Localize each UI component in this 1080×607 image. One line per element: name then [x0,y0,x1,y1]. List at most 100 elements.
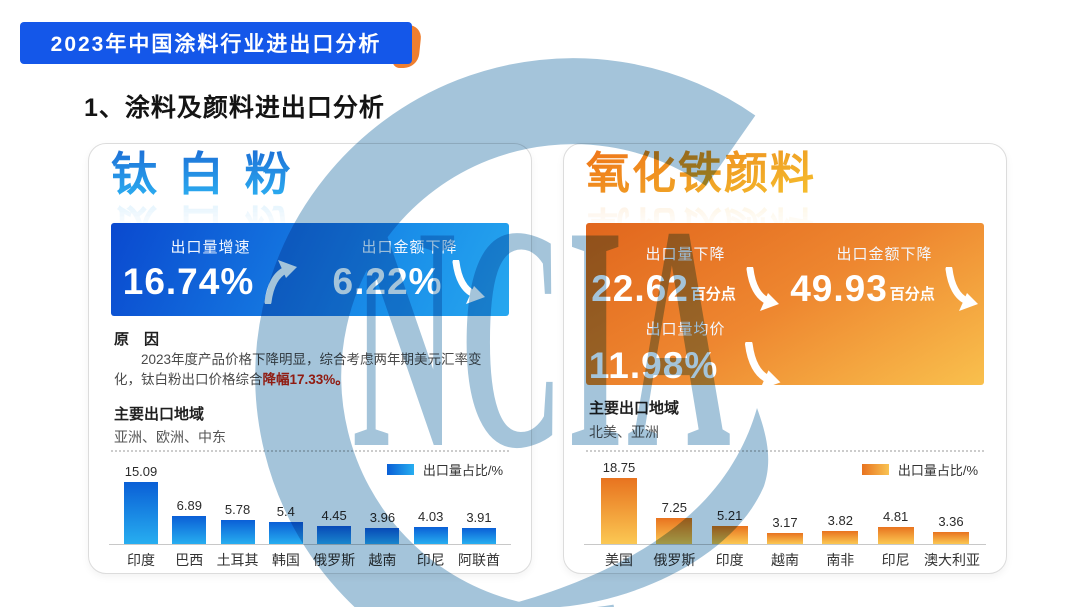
bar-category-label: 印度 [715,552,744,568]
bar-value-label: 3.17 [772,515,798,530]
regions-title: 主要出口地域 [589,400,680,417]
bar-category-label: 南非 [826,552,855,568]
bar-column: 4.03 [407,509,455,544]
bar-column: 3.91 [455,510,503,544]
bar [124,482,158,544]
stat-export-value-decline: 出口金额下降 6.22% [310,223,509,316]
stat-value: 16.74% [122,260,255,302]
header-bar: 2023年中国涂料行业进出口分析 [20,22,412,64]
bar [711,526,748,544]
bar-value-label: 6.89 [176,498,202,513]
section-heading: 1、涂料及颜料进出口分析 [84,94,385,122]
bar [656,518,693,544]
bar-category-label: 印尼 [416,552,445,568]
titanium-export-share-chart: 出口量占比/% 15.09 6.89 5.78 5.4 4.45 3.96 4.03 3.91… [109,454,511,573]
panel-titanium-dioxide: 钛 白 粉 钛 白 粉 出口量增速 16.74% 出口金额下降 6.22% [88,143,532,574]
regions-text: 北美、亚洲 [589,424,659,440]
bar-column: 3.17 [758,515,812,544]
stat-export-value-decline: 出口金额下降 49.93 百分点 [785,231,984,323]
dotted-divider [586,450,984,452]
panel-title: 钛 白 粉 [111,148,295,200]
stat-label: 出口量均价 [645,321,726,338]
stat-value: 6.22% [332,260,443,302]
bar [601,478,637,544]
down-arrow-icon [746,267,779,311]
regions-title: 主要出口地域 [114,406,205,423]
stat-label: 出口量增速 [170,238,251,256]
bar-value-label: 3.36 [938,514,964,529]
stat-export-volume-decline: 出口量下降 22.62 百分点 [586,231,785,323]
labels-row: 印度 巴西 土耳其 韩国 俄罗斯 越南 印尼 阿联酋 [109,550,511,570]
bar-category-label: 印尼 [881,552,910,568]
bar-value-label: 4.81 [882,509,909,524]
bar-value-label: 5.21 [717,508,743,523]
down-arrow-icon [745,342,781,390]
bar-column: 6.89 [165,498,213,544]
reason-text: 2023年度产品价格下降明显，综合考虑两年期美元汇率变化，钛白粉出口价格综合降幅… [114,350,508,390]
bar-value-label: 7.25 [661,500,687,515]
chart-baseline [584,544,986,545]
stat-value: 11.98% [588,345,719,386]
bar [268,522,303,544]
reason-highlight: 降幅17.33%。 [262,372,349,387]
bar-column: 5.21 [703,508,757,544]
down-arrow-icon [945,267,978,311]
dotted-divider [111,450,509,452]
bar [766,533,803,544]
bar-value-label: 3.96 [369,510,396,525]
bar-category-label: 俄罗斯 [313,552,356,568]
bar-column: 3.36 [924,514,978,544]
bar [365,528,400,544]
bar-value-label: 3.82 [827,513,853,528]
stat-export-avg-price-decline: 出口量均价 11.98% [586,321,785,390]
bar-column: 3.82 [813,513,867,544]
bar [461,528,496,544]
stat-label: 出口量下降 [645,246,726,263]
stat-box: 出口量增速 16.74% 出口金额下降 6.22% [111,223,509,316]
bar-category-label: 土耳其 [216,552,259,568]
chart-baseline [109,544,511,545]
panel-title: 氧化铁颜料 [586,149,816,198]
bars-row: 18.75 7.25 5.21 3.17 3.82 4.81 3.36 [584,460,986,544]
bars-row: 15.09 6.89 5.78 5.4 4.45 3.96 4.03 3.91 [109,464,511,544]
bar-value-label: 18.75 [602,460,636,475]
bar [932,532,969,544]
iron-oxide-export-share-chart: 出口量占比/% 18.75 7.25 5.21 3.17 3.82 4.81 3.36 美国… [584,454,986,573]
bar-column: 4.81 [869,509,923,544]
bar-category-label: 韩国 [271,552,300,568]
bar-value-label: 5.78 [224,502,251,517]
down-arrow-icon [452,259,486,304]
bar-value-label: 3.91 [466,510,492,525]
legend-label: 出口量占比/% [897,463,978,478]
bar [413,527,448,544]
stat-box: 出口量下降 22.62 百分点 出口金额下降 49.93 百分点 [586,223,984,390]
bar-value-label: 4.45 [321,508,347,523]
bar-value-label: 5.4 [276,504,295,519]
bar-column: 3.96 [358,510,406,544]
bar-value-label: 4.03 [418,509,444,524]
stat-unit: 百分点 [889,286,935,303]
bar-column: 4.45 [310,508,358,544]
stat-label: 出口金额下降 [836,246,933,263]
bar [877,527,914,544]
up-arrow-icon [264,259,298,304]
bar [220,520,255,544]
bar-column: 7.25 [647,500,701,544]
stat-label: 出口金额下降 [361,238,458,256]
bar-category-label: 越南 [368,552,397,568]
chart-legend: 出口量占比/% [861,460,978,479]
bar-category-label: 巴西 [175,552,204,568]
bar-column: 5.78 [214,502,262,544]
regions-text: 亚洲、欧洲、中东 [114,429,226,445]
stat-value: 22.62 [591,268,689,309]
bar-category-label: 印度 [127,552,155,568]
bar-category-label: 美国 [605,552,633,568]
bar [172,516,207,544]
legend-swatch [861,464,889,475]
reason-title: 原 因 [114,331,160,348]
bar-category-label: 阿联酋 [457,552,500,568]
bar-value-label: 15.09 [124,464,158,479]
labels-row: 美国 俄罗斯 印度 越南 南非 印尼 澳大利亚 [584,550,986,570]
panel-iron-oxide-pigments: 氧化铁颜料 氧化铁颜料 出口量下降 22.62 百分点 出口金额下降 [563,143,1007,574]
